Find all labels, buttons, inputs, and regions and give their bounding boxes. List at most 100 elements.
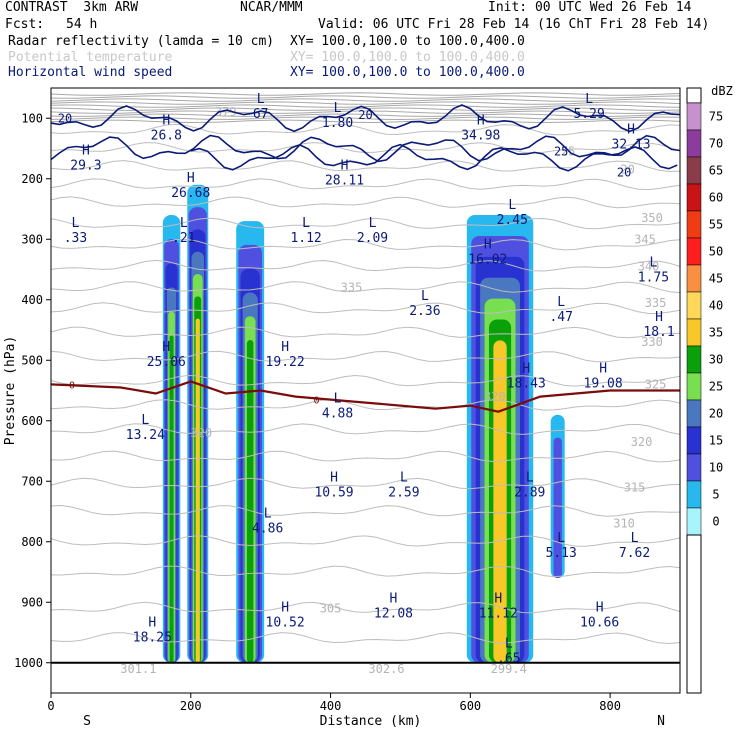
colorbar-cap-bottom — [686, 534, 702, 694]
colorbar-swatch-75 — [686, 102, 702, 131]
y-tick-label: 1000 — [14, 656, 43, 670]
colorbar-swatch-0 — [686, 507, 702, 536]
extremum-L-marker: L — [557, 295, 565, 310]
extremum-value: 4.88 — [322, 407, 353, 422]
theta-contour-upper — [51, 95, 680, 99]
theta-label: 340 — [638, 259, 660, 273]
extremum-H-marker: H — [599, 361, 607, 376]
theta-label: 320 — [631, 435, 653, 449]
theta-contour-upper — [51, 101, 680, 105]
field-reflectivity: Radar reflectivity (lamda = 10 cm) — [8, 34, 275, 49]
theta-label: 335 — [645, 296, 667, 310]
zero-isotherm-label: 0 — [314, 396, 320, 407]
colorbar-label-20: 20 — [709, 407, 723, 421]
extremum-value: 18.1 — [643, 325, 674, 340]
theta-label: 335 — [341, 281, 363, 295]
valid-time: Valid: 06 UTC Fri 28 Feb 14 (16 ChT Fri … — [318, 17, 710, 32]
y-tick-label: 300 — [21, 232, 43, 246]
extremum-H-marker: H — [596, 600, 604, 615]
extremum-H-marker: H — [390, 591, 398, 606]
extremum-value: .21 — [172, 231, 195, 246]
field-wind: Horizontal wind speed — [8, 65, 173, 80]
colorbar-cap-top — [686, 87, 702, 104]
extremum-L-marker: L — [421, 289, 429, 304]
field-wind-xy: XY= 100.0,100.0 to 100.0,400.0 — [290, 65, 525, 80]
theta-contour — [51, 160, 680, 173]
theta-label: 325 — [645, 377, 667, 391]
extremum-value: .47 — [549, 310, 572, 325]
extremum-value: 26.8 — [151, 128, 182, 143]
theta-contour — [51, 504, 680, 517]
colorbar-swatch-65 — [686, 156, 702, 185]
x-tick-label: 400 — [320, 699, 342, 713]
theta-contour — [51, 423, 680, 435]
extremum-H-marker: H — [627, 122, 635, 137]
theta-contour — [51, 350, 680, 363]
colorbar-label-55: 55 — [709, 218, 723, 232]
extremum-H-marker: H — [330, 470, 338, 485]
extremum-value: 18.25 — [133, 630, 172, 645]
colorbar-label-50: 50 — [709, 245, 723, 259]
extremum-L-marker: L — [631, 531, 639, 546]
reflectivity-band-2-30 — [246, 340, 254, 663]
extremum-H-marker: H — [522, 361, 530, 376]
theta-contour — [51, 217, 680, 230]
theta-contour-upper — [51, 119, 680, 124]
theta-label: 305 — [320, 601, 342, 615]
wind-contour — [190, 143, 678, 172]
y-tick-label: 900 — [21, 595, 43, 609]
extremum-H-marker: H — [162, 113, 170, 128]
wind-contour — [51, 134, 680, 163]
colorbar-label-25: 25 — [709, 380, 723, 394]
colorbar-swatch-25 — [686, 372, 702, 401]
extremum-L-marker: L — [334, 392, 342, 407]
forecast-label: Fcst: — [5, 17, 45, 32]
field-reflectivity-xy: XY= 100.0,100.0 to 100.0,400.0 — [290, 34, 525, 49]
extremum-value: 2.59 — [388, 485, 419, 500]
extremum-H-marker: H — [281, 340, 289, 355]
extremum-value: 28.11 — [325, 174, 364, 189]
extremum-H-marker: H — [281, 600, 289, 615]
extremum-L-marker: L — [526, 470, 534, 485]
theta-label: 330 — [641, 335, 663, 349]
extremum-value: 19.08 — [584, 376, 623, 391]
extremum-value: 25.06 — [147, 355, 186, 370]
zero-isotherm: 00 — [51, 380, 680, 413]
theta-label: 345 — [634, 232, 656, 246]
reflectivity-field — [162, 184, 565, 663]
colorbar-swatch-30 — [686, 345, 702, 374]
colorbar-swatch-40 — [686, 291, 702, 320]
extremum-value: 34.98 — [461, 128, 500, 143]
extremum-value: 2.89 — [514, 485, 545, 500]
colorbar-label-65: 65 — [709, 164, 723, 178]
theta-contour — [51, 374, 680, 387]
colorbar-label-30: 30 — [709, 353, 723, 367]
colorbar-swatch-20 — [686, 399, 702, 428]
extremum-value: 4.86 — [252, 522, 283, 537]
y-axis-title: Pressure (hPa) — [3, 336, 18, 446]
extremum-L-marker: L — [505, 637, 513, 652]
colorbar-swatch-55 — [686, 210, 702, 239]
colorbar-label-70: 70 — [709, 137, 723, 151]
extremum-value: 26.68 — [171, 186, 210, 201]
zero-isotherm-label: 0 — [69, 380, 75, 391]
colorbar-unit: dBZ — [711, 84, 733, 98]
theta-label: 320 — [484, 390, 506, 404]
theta-label: 350 — [641, 211, 663, 225]
extremum-H-marker: H — [187, 171, 195, 186]
extremum-value: 1.75 — [638, 271, 669, 286]
extremum-L-marker: L — [72, 216, 80, 231]
center-label: NCAR/MMM — [240, 0, 303, 15]
field-theta-xy: XY= 100.0,100.0 to 100.0,400.0 — [290, 50, 525, 65]
x-tick-label: 0 — [47, 699, 54, 713]
colorbar-label-35: 35 — [709, 326, 723, 340]
x-axis-title: Distance (km) — [320, 714, 422, 729]
colorbar-label-10: 10 — [709, 461, 723, 475]
extremum-L-marker: L — [302, 216, 310, 231]
theta-contour — [51, 196, 680, 209]
colorbar-swatch-35 — [686, 318, 702, 347]
extremum-value: 19.22 — [266, 355, 305, 370]
